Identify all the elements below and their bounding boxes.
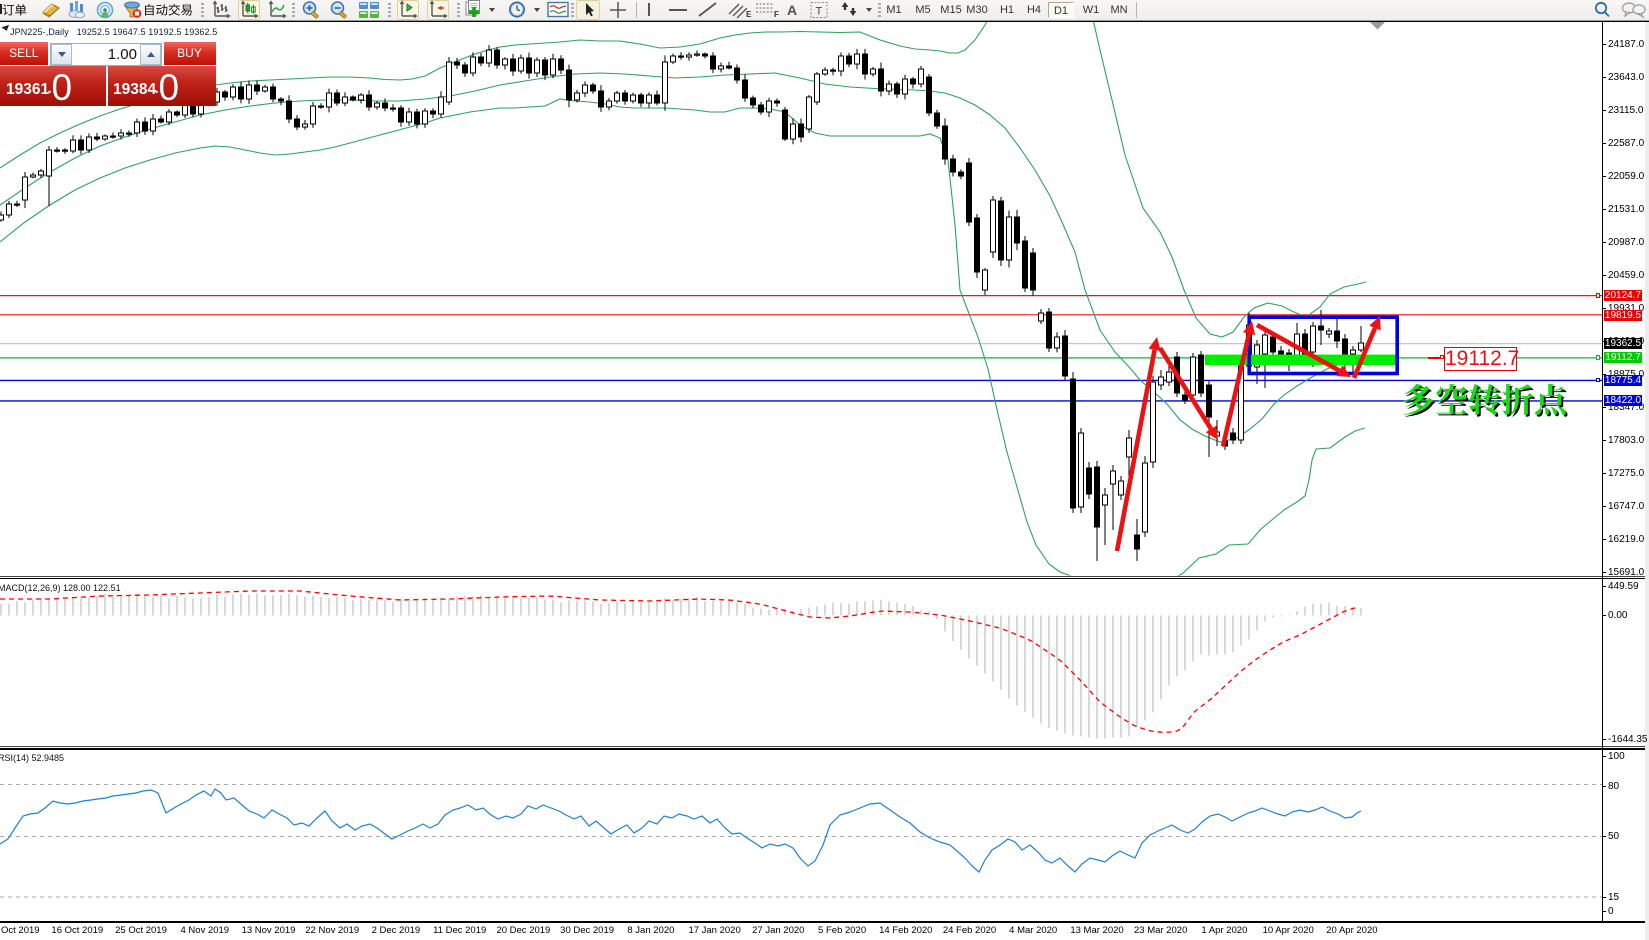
- svg-text:E: E: [746, 10, 752, 19]
- svg-text:F: F: [774, 10, 779, 19]
- svg-text:T: T: [816, 6, 823, 18]
